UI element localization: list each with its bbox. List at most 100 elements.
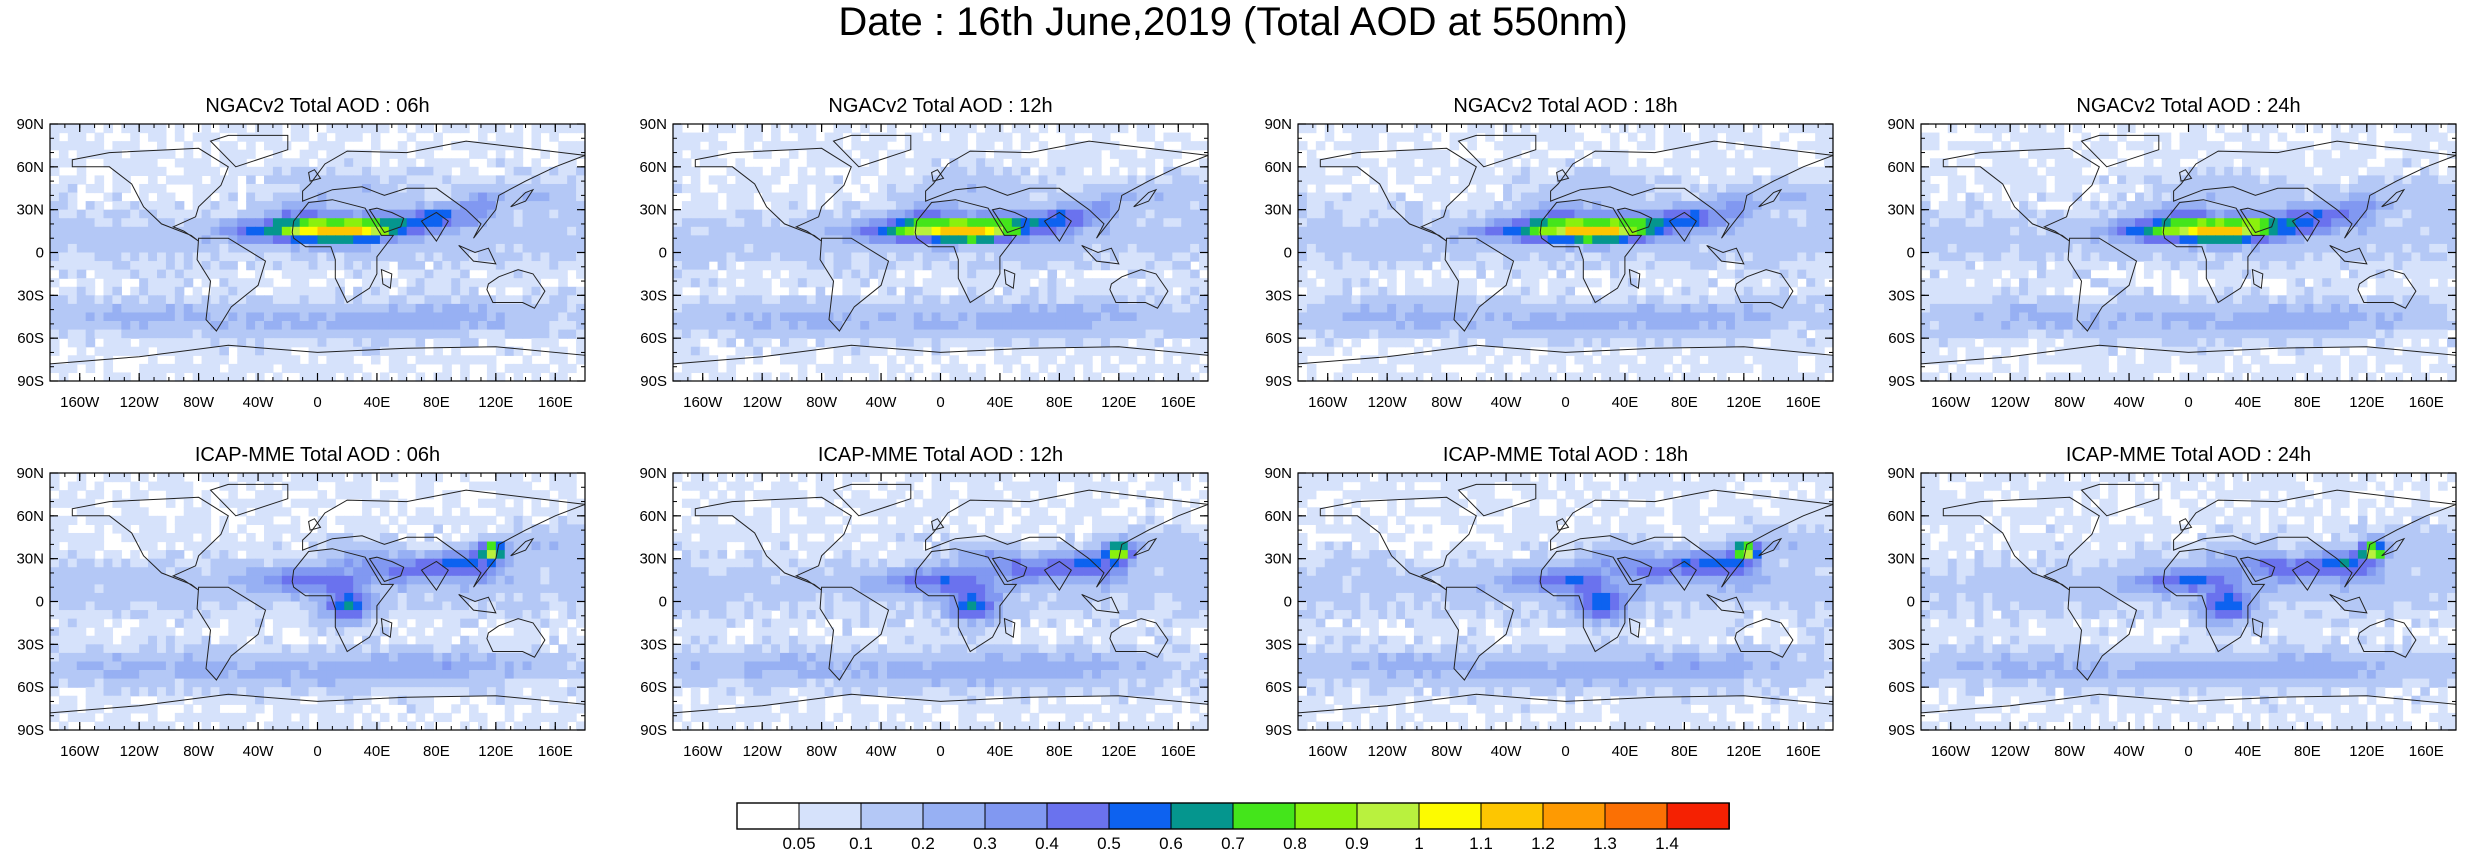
aod-cell (940, 346, 951, 356)
aod-cell (326, 149, 336, 159)
aod-cell (1324, 132, 1335, 142)
aod-cell (1458, 303, 1469, 314)
aod-cell (326, 261, 336, 271)
aod-cell (869, 261, 879, 271)
aod-cell (1181, 235, 1191, 245)
aod-cell (708, 278, 719, 288)
aod-cell (246, 141, 256, 151)
aod-cell (1717, 363, 1727, 374)
aod-cell (549, 235, 559, 245)
aod-cell (210, 346, 221, 356)
aod-cell (1654, 355, 1665, 365)
aod-cell (139, 218, 149, 228)
aod-cell (495, 286, 506, 296)
aod-cell (842, 226, 852, 236)
aod-cell (139, 149, 149, 159)
aod-cell (1413, 261, 1424, 271)
aod-cell (922, 235, 933, 245)
aod-cell (246, 321, 256, 331)
aod-cell (1592, 226, 1602, 236)
aod-cell (1440, 183, 1451, 194)
aod-cell (486, 278, 497, 288)
aod-cell (1378, 201, 1388, 211)
aod-cell (1065, 321, 1075, 331)
aod-cell (949, 252, 959, 262)
aod-cell (1663, 192, 1674, 202)
aod-cell (157, 218, 167, 228)
aod-cell (681, 226, 692, 236)
aod-cell (281, 209, 292, 219)
aod-cell (540, 149, 550, 159)
aod-cell (504, 175, 515, 185)
aod-cell (1047, 218, 1058, 228)
aod-cell (744, 141, 754, 151)
aod-cell (1583, 329, 1593, 339)
aod-cell (1761, 261, 1772, 271)
aod-cell (1467, 226, 1477, 236)
aod-cell (1074, 286, 1084, 296)
aod-cell (549, 321, 559, 331)
aod-cell (878, 175, 888, 185)
aod-cell (958, 149, 968, 159)
aod-cell (1083, 235, 1093, 245)
aod-cell (290, 338, 301, 348)
aod-cell (1645, 346, 1656, 356)
aod-cell (1360, 312, 1370, 322)
aod-cell (1556, 261, 1567, 271)
aod-cell (1056, 201, 1066, 211)
aod-cell (495, 226, 506, 236)
aod-cell (1690, 303, 1700, 314)
aod-cell (1020, 226, 1031, 236)
aod-cell (433, 166, 443, 176)
aod-cell (264, 252, 274, 262)
aod-cell (210, 295, 221, 305)
aod-cell (1109, 303, 1120, 314)
aod-cell (157, 124, 167, 134)
aod-cell (904, 235, 915, 245)
aod-cell (246, 183, 256, 194)
aod-cell (1369, 355, 1379, 365)
aod-cell (967, 278, 977, 288)
aod-cell (1779, 312, 1790, 322)
aod-cell (1770, 183, 1781, 194)
aod-cell (1610, 243, 1620, 254)
aod-cell (904, 303, 915, 314)
aod-cell (1734, 243, 1745, 254)
aod-cell (308, 218, 319, 228)
aod-cell (1396, 235, 1406, 245)
aod-cell (1378, 321, 1388, 331)
aod-cell (1360, 209, 1370, 219)
aod-cell (165, 303, 176, 314)
aod-cell (1029, 372, 1040, 382)
aod-cell (130, 269, 140, 279)
aod-cell (887, 329, 897, 339)
aod-cell (913, 141, 924, 151)
aod-cell (495, 303, 506, 314)
aod-cell (958, 209, 968, 219)
aod-cell (1431, 346, 1442, 356)
aod-cell (388, 192, 399, 202)
aod-cell (1467, 158, 1477, 168)
aod-cell (726, 124, 737, 134)
aod-cell (1458, 295, 1469, 305)
aod-cell (1779, 158, 1790, 168)
aod-cell (806, 132, 817, 142)
aod-cell (397, 141, 408, 151)
aod-cell (1002, 192, 1013, 202)
aod-cell (681, 346, 692, 356)
coastline (1668, 211, 1697, 242)
aod-cell (1413, 252, 1424, 262)
aod-cell (1342, 363, 1353, 374)
aod-cell (1770, 355, 1781, 365)
aod-cell (451, 321, 461, 331)
aod-cell (1770, 321, 1781, 331)
aod-cell (183, 312, 194, 322)
aod-cell (1324, 243, 1335, 254)
aod-cell (806, 303, 817, 314)
aod-cell (1101, 235, 1111, 245)
aod-cell (860, 295, 870, 305)
aod-cell (478, 278, 488, 288)
aod-cell (717, 252, 728, 262)
aod-cell (878, 278, 888, 288)
aod-cell (1405, 295, 1415, 305)
